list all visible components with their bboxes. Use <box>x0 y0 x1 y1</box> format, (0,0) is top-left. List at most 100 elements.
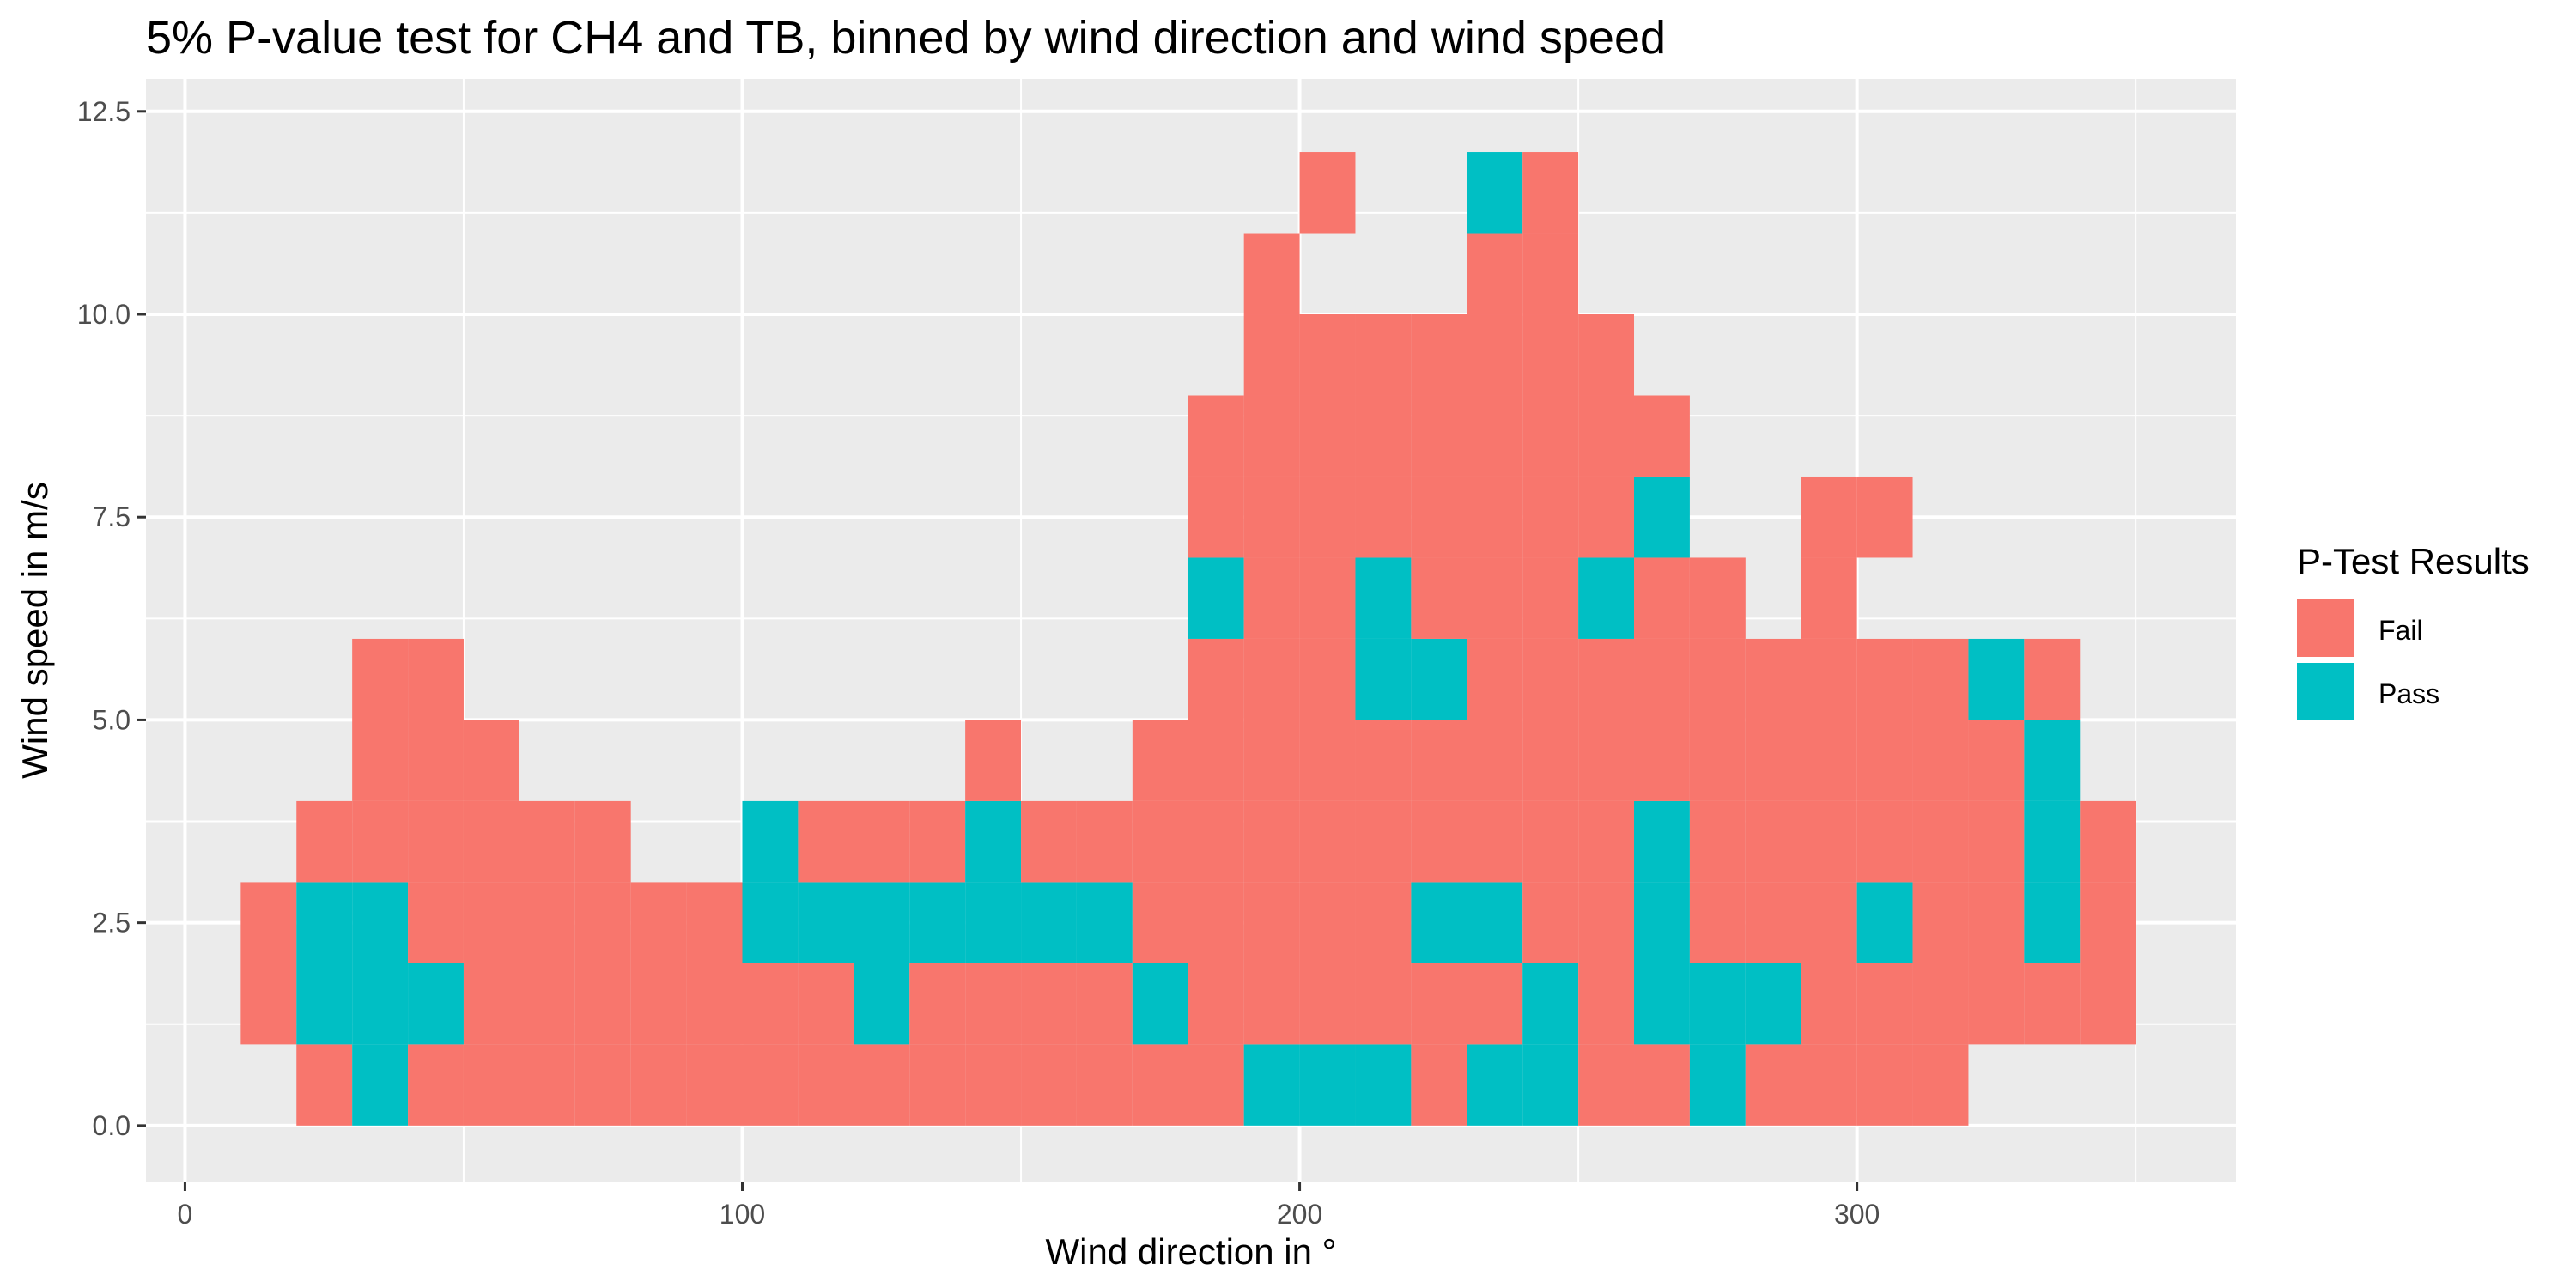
x-axis: 0 100 200 300 <box>178 1182 1880 1230</box>
tile-pass <box>1634 476 1690 558</box>
tile-pass <box>352 1044 409 1126</box>
tile-fail <box>240 963 297 1045</box>
tile-fail <box>1243 720 1300 801</box>
tile-fail <box>1522 476 1579 558</box>
tile-fail <box>1522 557 1579 639</box>
tile-fail <box>1968 800 2025 883</box>
tile-fail <box>1801 963 1857 1045</box>
tile-pass <box>854 882 910 963</box>
tile-fail <box>1243 638 1300 720</box>
tile-fail <box>854 1044 910 1126</box>
tile-pass <box>1634 800 1690 883</box>
tile-fail <box>1912 1044 1969 1126</box>
tile-pass <box>742 882 799 963</box>
tile-fail <box>1188 720 1244 801</box>
tile-fail <box>1467 395 1523 477</box>
tile-fail <box>1467 638 1523 720</box>
tile-fail <box>574 800 631 883</box>
tile-fail <box>1467 720 1523 801</box>
tile-fail <box>1299 314 1356 396</box>
tile-pass <box>1856 882 1913 963</box>
tile-fail <box>1578 314 1635 396</box>
tile-fail <box>1968 882 2025 963</box>
tile-pass <box>1689 963 1746 1045</box>
tile-fail <box>1801 557 1857 639</box>
tile-fail <box>1411 395 1467 477</box>
tile-fail <box>1689 557 1746 639</box>
y-tick-label: 10.0 <box>77 299 131 330</box>
tile-fail <box>1578 395 1635 477</box>
tile-fail <box>1132 882 1188 963</box>
tile-fail <box>1522 152 1579 234</box>
tile-fail <box>1299 963 1356 1045</box>
tile-fail <box>630 963 687 1045</box>
tile-fail <box>519 800 575 883</box>
tile-pass <box>1188 557 1244 639</box>
tile-fail <box>408 882 464 963</box>
tile-fail <box>574 963 631 1045</box>
tile-fail <box>1856 476 1913 558</box>
tile-fail <box>1355 476 1412 558</box>
tile-fail <box>1411 476 1467 558</box>
tile-fail <box>1411 1044 1467 1126</box>
tile-pass <box>2024 882 2081 963</box>
tile-fail <box>1745 882 1801 963</box>
tile-fail <box>965 720 1022 801</box>
tile-fail <box>1299 638 1356 720</box>
tile-fail <box>1132 1044 1188 1126</box>
tile-fail <box>798 963 854 1045</box>
tile-fail <box>519 882 575 963</box>
tile-fail <box>1243 476 1300 558</box>
tile-pass <box>909 882 966 963</box>
tile-fail <box>1299 476 1356 558</box>
tile-fail <box>1634 395 1690 477</box>
tile-fail <box>1856 1044 1913 1126</box>
tile-fail <box>1467 476 1523 558</box>
y-tick-label: 7.5 <box>93 501 131 532</box>
tile-fail <box>1578 476 1635 558</box>
tile-fail <box>1188 395 1244 477</box>
tile-fail <box>519 1044 575 1126</box>
tile-fail <box>1801 638 1857 720</box>
tile-fail <box>965 963 1022 1045</box>
tile-fail <box>1522 800 1579 883</box>
tile-fail <box>1076 963 1133 1045</box>
y-tick-label: 0.0 <box>93 1110 131 1141</box>
tile-pass <box>1355 638 1412 720</box>
tile-pass <box>1467 152 1523 234</box>
tile-fail <box>1522 233 1579 315</box>
tile-pass <box>1076 882 1133 963</box>
tile-fail <box>1299 152 1356 234</box>
tile-fail <box>1801 720 1857 801</box>
tile-fail <box>1021 1044 1077 1126</box>
tile-fail <box>463 800 519 883</box>
tile-pass <box>1578 557 1635 639</box>
tile-fail <box>630 882 687 963</box>
tile-fail <box>463 720 519 801</box>
tile-fail <box>408 1044 464 1126</box>
tile-fail <box>1299 882 1356 963</box>
tile-fail <box>1856 963 1913 1045</box>
x-tick-label: 0 <box>178 1199 193 1230</box>
tile-fail <box>1634 638 1690 720</box>
tile-pass <box>1522 1044 1579 1126</box>
x-tick-label: 300 <box>1834 1199 1880 1230</box>
tile-fail <box>1299 800 1356 883</box>
tile-fail <box>1355 720 1412 801</box>
legend: P-Test Results Fail Pass <box>2297 541 2530 720</box>
tile-fail <box>1243 882 1300 963</box>
tile-fail <box>1634 720 1690 801</box>
tile-fail <box>1912 882 1969 963</box>
tile-fail <box>1299 395 1356 477</box>
legend-key-pass <box>2297 663 2354 720</box>
tile-fail <box>1745 1044 1801 1126</box>
tile-fail <box>854 800 910 883</box>
tile-fail <box>1522 395 1579 477</box>
tile-fail <box>574 882 631 963</box>
y-tick-label: 5.0 <box>93 704 131 735</box>
tile-fail <box>1856 800 1913 883</box>
tile-fail <box>1912 800 1969 883</box>
tile-fail <box>1243 314 1300 396</box>
tile-pass <box>965 800 1022 883</box>
tile-pass <box>2024 720 2081 801</box>
